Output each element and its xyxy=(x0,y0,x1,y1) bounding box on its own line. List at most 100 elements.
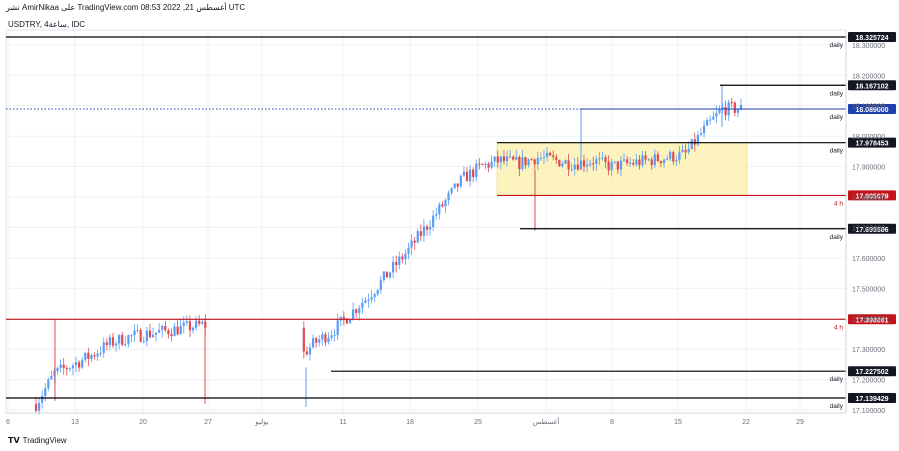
candle-body xyxy=(493,156,496,162)
candle-body xyxy=(712,116,715,120)
candle-body xyxy=(545,152,549,158)
level-price-label: 17.805079 xyxy=(855,193,888,200)
candle-body xyxy=(188,321,192,331)
time-tick-label: 11 xyxy=(339,419,346,426)
candle-body xyxy=(142,341,145,343)
candle-body xyxy=(416,231,419,243)
candle-body xyxy=(401,256,404,260)
candle-body xyxy=(573,164,576,170)
candle-body xyxy=(555,156,558,160)
candle-body xyxy=(53,371,56,376)
candle-body xyxy=(170,334,173,337)
candle-body xyxy=(413,240,416,243)
candle-body xyxy=(370,297,373,300)
candle-body xyxy=(388,272,392,278)
candle-body xyxy=(164,325,167,331)
level-price-label: 17.139429 xyxy=(855,396,888,403)
candle-body xyxy=(84,352,87,360)
candle-body xyxy=(549,152,552,156)
candle-body xyxy=(111,337,115,346)
candle-body xyxy=(536,158,539,165)
candle-body xyxy=(690,139,693,149)
candle-body xyxy=(625,159,629,164)
candle-body xyxy=(672,152,675,162)
candle-body xyxy=(585,164,589,167)
candle-body xyxy=(693,139,696,145)
candle-body xyxy=(681,149,684,152)
time-tick-label: 18 xyxy=(406,419,414,426)
candle-body xyxy=(139,329,142,342)
candle-body xyxy=(333,334,336,336)
level-price-label: 18.089000 xyxy=(855,107,888,114)
level-price-box xyxy=(848,32,896,42)
candle-body xyxy=(629,162,632,164)
candle-body xyxy=(570,169,573,171)
candle-body xyxy=(632,162,635,165)
candle-body xyxy=(444,200,447,207)
candle-body xyxy=(407,247,410,254)
candle-body xyxy=(524,157,527,166)
candle-body xyxy=(62,364,65,368)
candle-body xyxy=(176,326,179,335)
candle-body xyxy=(99,352,102,354)
candle-body xyxy=(151,334,155,338)
level-price-label: 17.695586 xyxy=(855,227,888,234)
candle-body xyxy=(635,159,638,165)
price-tick-label: 17.800000 xyxy=(852,195,885,202)
level-tag: daily xyxy=(830,234,844,241)
candle-body xyxy=(315,338,318,343)
candle-body xyxy=(435,214,438,216)
candle-body xyxy=(404,253,407,260)
candle-body xyxy=(669,152,672,159)
chart-grid xyxy=(5,29,847,414)
candle-body xyxy=(198,320,201,324)
candle-body xyxy=(613,161,616,163)
candle-body xyxy=(733,102,736,113)
candle-body xyxy=(638,159,641,166)
candle-body xyxy=(653,154,656,166)
candle-body xyxy=(419,231,422,236)
candle-body xyxy=(699,133,703,135)
level-price-label: 17.978453 xyxy=(855,141,888,148)
candle-body xyxy=(567,160,570,170)
candle-body xyxy=(130,335,133,337)
level-tag: daily xyxy=(830,148,844,155)
candle-body xyxy=(552,155,555,157)
candle-body xyxy=(450,188,453,193)
candle-body xyxy=(718,109,721,113)
candle-body xyxy=(56,367,59,372)
candle-body xyxy=(696,134,699,145)
candle-body xyxy=(71,365,75,369)
publish-caption: نشر AmirNikaa على TradingView.com 08:53 … xyxy=(6,3,246,12)
price-tick-label: 17.400000 xyxy=(852,317,885,324)
candle-body xyxy=(724,106,727,116)
candle-body xyxy=(367,299,370,301)
candle-body xyxy=(81,359,84,368)
candle-body xyxy=(715,112,718,117)
candle-body xyxy=(182,322,185,326)
candle-body xyxy=(185,321,188,323)
candle-body xyxy=(41,396,44,403)
candle-body xyxy=(659,160,663,164)
candle-body xyxy=(167,330,170,335)
candle-body xyxy=(376,289,379,295)
candle-body xyxy=(74,362,78,366)
level-price-label: 18.325724 xyxy=(855,35,888,42)
candle-body xyxy=(382,271,385,280)
candle-body xyxy=(194,320,198,328)
candle-body xyxy=(619,160,623,170)
candle-body xyxy=(121,334,124,345)
candle-body xyxy=(465,171,469,182)
candle-body xyxy=(706,120,709,126)
candle-body xyxy=(462,171,466,176)
candle-body xyxy=(355,309,358,313)
candle-body xyxy=(179,325,182,335)
price-tick-label: 17.200000 xyxy=(852,378,885,385)
level-tag: daily xyxy=(830,376,844,383)
candle-body xyxy=(499,156,502,163)
candle-body xyxy=(666,158,669,160)
level-price-box xyxy=(848,190,896,201)
tradingview-logo[interactable]: 𝗧𝗩 TradingView xyxy=(8,436,67,445)
level-price-box xyxy=(848,104,896,115)
